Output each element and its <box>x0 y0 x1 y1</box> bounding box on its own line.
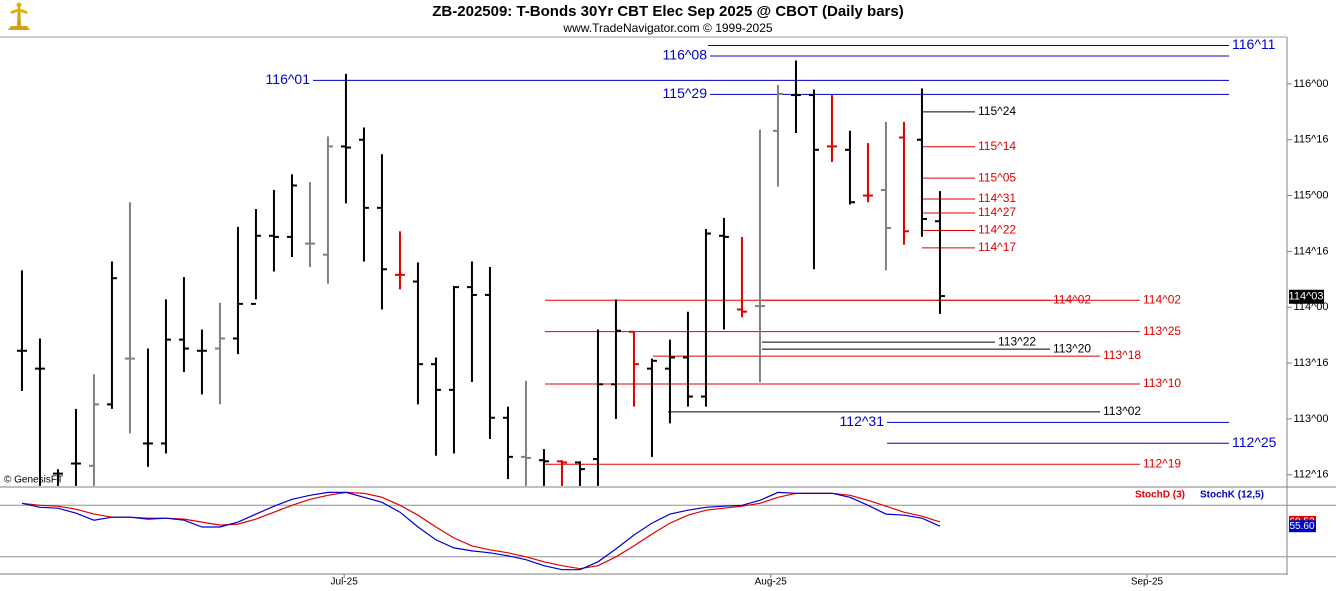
level-label: 114^02 <box>1143 292 1181 306</box>
level-label: 113^25 <box>1143 324 1181 338</box>
y-tick-label: 113^16 <box>1294 357 1329 369</box>
level-label: 113^22 <box>998 334 1036 348</box>
level-label: 116^11 <box>1232 36 1276 52</box>
level-label: 114^27 <box>978 205 1016 219</box>
logo <box>8 2 30 30</box>
last-price-box <box>1289 289 1324 304</box>
level-label: 114^31 <box>978 191 1016 205</box>
last-price-label: 114^03 <box>1289 291 1324 303</box>
watermark: © GenesisFT <box>4 475 63 486</box>
y-tick-label: 112^16 <box>1294 469 1329 481</box>
level-label: 115^14 <box>978 139 1016 153</box>
level-label: 115^29 <box>663 85 708 101</box>
x-tick-label: Jul-25 <box>331 577 359 588</box>
stoch-line <box>21 491 941 571</box>
y-tick-label: 115^00 <box>1294 189 1329 201</box>
level-label: 113^18 <box>1103 348 1141 362</box>
x-tick-label: Sep-25 <box>1131 577 1164 588</box>
value-box <box>1289 520 1316 533</box>
level-label: 113^10 <box>1143 376 1181 390</box>
level-label: 113^20 <box>1053 341 1091 355</box>
value-box-label: 55.60 <box>1289 521 1314 532</box>
y-tick-label: 116^00 <box>1294 78 1329 90</box>
legend-entry: StochD (3) <box>1135 490 1185 501</box>
legend-entry: StochK (12,5) <box>1200 490 1264 501</box>
level-label: 116^01 <box>266 71 311 87</box>
y-tick-label: 115^16 <box>1294 134 1329 146</box>
level-label: 115^24 <box>978 104 1016 118</box>
y-tick-label: 113^00 <box>1294 413 1329 425</box>
x-tick-label: Aug-25 <box>755 577 788 588</box>
level-label: 112^19 <box>1143 456 1181 470</box>
chart-title: ZB-202509: T-Bonds 30Yr CBT Elec Sep 202… <box>432 3 903 20</box>
level-label: 114^02 <box>1053 292 1091 306</box>
y-tick-label: 114^16 <box>1294 245 1329 257</box>
level-label: 116^08 <box>663 47 708 63</box>
level-label: 112^31 <box>840 413 885 429</box>
level-label: 115^05 <box>978 170 1016 184</box>
level-label: 113^02 <box>1103 404 1141 418</box>
level-label: 114^17 <box>978 240 1016 254</box>
chart-subtitle: www.TradeNavigator.com © 1999-2025 <box>562 21 772 35</box>
level-label: 114^22 <box>978 223 1016 237</box>
level-label: 112^25 <box>1232 434 1277 450</box>
y-tick-label: 114^00 <box>1294 301 1329 313</box>
